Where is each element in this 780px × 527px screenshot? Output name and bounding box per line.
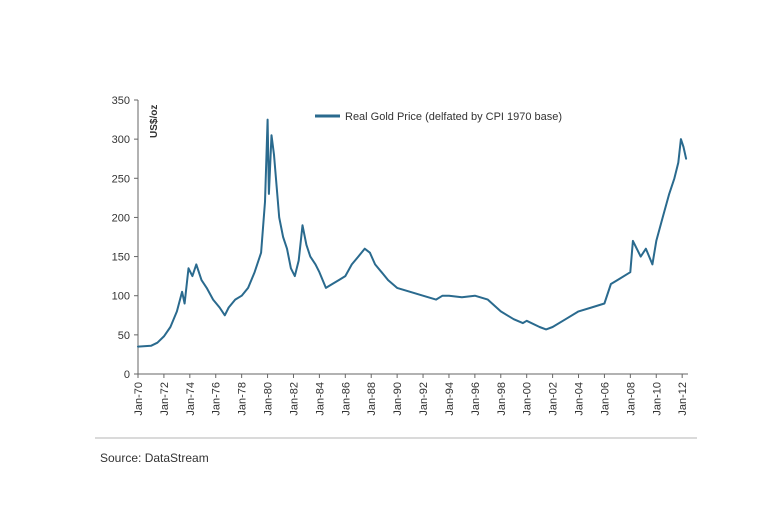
x-tick-label: Jan-92 <box>418 382 430 416</box>
x-tick-label: Jan-72 <box>159 382 171 416</box>
source-note: Source: DataStream <box>100 451 209 465</box>
x-tick-label: Jan-82 <box>288 382 300 416</box>
x-tick-label: Jan-90 <box>392 382 404 416</box>
x-tick-label: Jan-00 <box>522 382 534 416</box>
y-tick-label: 150 <box>112 252 130 264</box>
axes: 0 50 100 150 200 250 300 350 Jan-70 Jan-72 Jan-74 J… <box>112 95 690 416</box>
series-line <box>137 118 688 348</box>
x-tick-label: Jan-80 <box>263 382 275 416</box>
y-tick-label: 250 <box>112 173 130 185</box>
y-tick-label: 50 <box>118 330 130 342</box>
x-tick-label: Jan-02 <box>548 382 560 416</box>
x-tick-label: Jan-04 <box>574 382 586 416</box>
x-tick-label: Jan-08 <box>625 382 637 416</box>
x-tick-label: Jan-10 <box>651 382 663 416</box>
y-tick-label: 300 <box>112 134 130 146</box>
y-tick-label: 0 <box>124 369 130 381</box>
x-tick-label: Jan-96 <box>470 382 482 416</box>
x-tick-label: Jan-94 <box>444 382 456 416</box>
x-tick-label: Jan-76 <box>211 382 223 416</box>
x-tick-label: Jan-70 <box>133 382 145 416</box>
x-tick-label: Jan-06 <box>599 382 611 416</box>
y-tick-label: 350 <box>112 95 130 107</box>
y-tick-label: 200 <box>112 212 130 224</box>
legend: Real Gold Price (delfated by CPI 1970 ba… <box>315 111 562 123</box>
x-tick-label: Jan-78 <box>237 382 249 416</box>
x-tick-label: Jan-88 <box>366 382 378 416</box>
legend-label: Real Gold Price (delfated by CPI 1970 ba… <box>345 111 562 123</box>
x-tick-label: Jan-84 <box>314 382 326 416</box>
series-layer <box>137 118 688 348</box>
y-axis-label: US$/oz <box>149 105 160 138</box>
x-tick-label: Jan-12 <box>677 382 689 416</box>
x-tick-label: Jan-98 <box>496 382 508 416</box>
x-tick-label: Jan-74 <box>185 382 197 416</box>
y-tick-label: 100 <box>112 291 130 303</box>
x-tick-label: Jan-86 <box>340 382 352 416</box>
